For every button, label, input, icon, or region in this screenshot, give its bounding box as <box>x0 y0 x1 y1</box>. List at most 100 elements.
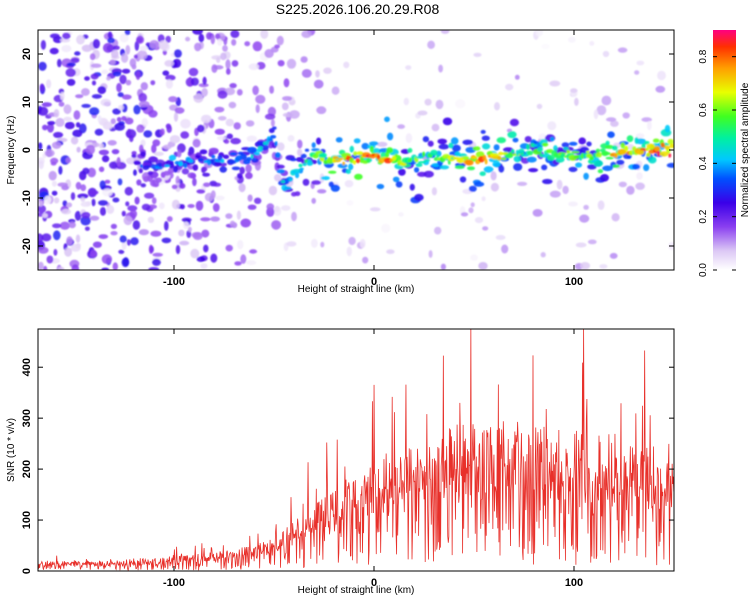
spectrogram-ridge-cell <box>356 151 364 156</box>
spectrogram-ridge-cell <box>575 162 583 168</box>
spectrogram-ridge-cell <box>566 149 571 154</box>
spectrogram-cell <box>53 230 61 241</box>
spectrogram-cell <box>175 175 180 186</box>
spectrogram-cell <box>136 124 145 133</box>
spectrogram-ridge-cell <box>459 176 467 183</box>
spectrogram-cell <box>60 91 65 101</box>
spectrogram-ridge-cell <box>147 171 154 176</box>
spectrogram-cell <box>38 246 49 254</box>
spectrogram-cell <box>165 35 171 43</box>
spectrogram-cell <box>38 160 44 170</box>
spectrogram-ridge-cell <box>416 156 425 159</box>
snr-y-tick-label: 100 <box>21 511 33 529</box>
spectrogram-cell <box>346 246 352 257</box>
spectrogram-cell <box>386 249 395 254</box>
spectrogram-cell <box>98 200 108 206</box>
spectrogram-cell <box>90 73 99 80</box>
spectrogram-cell <box>117 178 123 186</box>
spectrogram-cell <box>225 244 233 252</box>
spectrogram-cell <box>124 117 134 125</box>
spectrogram-cell <box>92 39 100 49</box>
spectrogram-ridge-cell <box>318 152 327 158</box>
spectrogram-cell <box>200 114 212 124</box>
spectrogram-cell <box>101 155 110 163</box>
spectrogram-ridge-cell <box>666 162 674 168</box>
spectrogram-ridge-cell <box>274 141 278 147</box>
spectrogram-cell <box>344 180 354 188</box>
spectrogram-ridge-cell <box>570 151 580 154</box>
spectrogram-cell <box>97 115 102 123</box>
spectrogram-cell <box>481 196 486 202</box>
colorbar-tick-label: 0.4 <box>698 156 709 170</box>
spectrogram-ridge-cell <box>384 116 390 123</box>
spectrogram-cell <box>130 237 139 246</box>
spectrogram-cell <box>90 249 97 258</box>
spectrogram-cell <box>187 76 193 87</box>
spectrogram-cell <box>635 133 645 139</box>
spectrogram-cell <box>65 157 72 164</box>
spectrogram-ridge-cell <box>328 170 337 174</box>
spectrogram-cell <box>164 60 175 67</box>
spectrogram-cell <box>66 62 76 67</box>
spectrogram-cell <box>201 229 210 238</box>
spectrogram-cell <box>316 106 327 115</box>
spectrogram-ridge-cell <box>414 193 424 202</box>
spectrogram-cell <box>549 190 561 198</box>
spectrogram-cell <box>119 235 127 243</box>
spectrogram-cell <box>168 96 178 103</box>
spectrogram-cell <box>225 118 234 127</box>
spectrogram-cell <box>179 240 190 246</box>
spectrogram-cell <box>547 121 557 131</box>
spectrogram-ridge-cell <box>409 183 415 191</box>
spectrogram-ridge-cell <box>407 158 413 163</box>
spectrogram-cell <box>431 123 440 132</box>
spectrogram-cell <box>212 182 222 187</box>
spectrogram-cell <box>119 74 127 85</box>
spectrogram-cell <box>89 215 100 221</box>
spectrogram-ridge-cell <box>195 154 201 159</box>
spectrogram-cell <box>185 36 191 42</box>
spectrogram-cell <box>217 90 228 99</box>
spectrogram-cell <box>41 233 52 242</box>
spectrogram-ridge-cell <box>292 168 301 173</box>
spectrogram-cell <box>173 49 182 58</box>
spectrogram-ridge-cell <box>158 164 162 168</box>
spectrogram-cell <box>62 200 68 207</box>
spectrogram-cell <box>178 229 185 237</box>
spectrogram-cell <box>75 122 81 128</box>
spectrogram-cell <box>138 229 149 236</box>
spectrogram-cell <box>626 185 635 195</box>
spectrogram-ridge-cell <box>302 178 310 186</box>
snr-x-axis-label: Height of straight line (km) <box>298 585 415 596</box>
snr-y-tick-label: 200 <box>21 460 33 478</box>
spectrogram-ridge-cell <box>644 141 650 145</box>
spectrogram-ridge-cell <box>669 143 674 149</box>
spectrogram-ridge-cell <box>307 159 312 166</box>
spectrogram-cell <box>236 89 243 96</box>
spectrogram-cell <box>121 240 127 250</box>
spectrogram-ridge-cell <box>168 154 177 161</box>
spectrogram-ridge-cell <box>512 137 519 143</box>
spectrogram-cell <box>225 59 231 70</box>
spectrogram-cell <box>517 181 528 186</box>
spectrogram-cell <box>397 124 405 129</box>
spectrogram-cell <box>248 63 260 70</box>
spectrogram-ridge-cell <box>553 145 558 152</box>
spectrogram-ridge-cell <box>531 144 538 147</box>
spectrogram-cell <box>38 205 46 213</box>
spectrogram-ridge-cell <box>145 165 152 168</box>
spectrogram-cell <box>238 183 246 193</box>
spectrogram-cell <box>270 119 275 127</box>
spectrogram-ridge-cell <box>550 136 555 142</box>
spectrogram-ridge-cell <box>345 169 351 174</box>
spectrogram-cell <box>80 197 86 202</box>
spectrogram-cell <box>622 112 630 119</box>
spectrogram-cell <box>76 34 85 45</box>
spectrogram-ridge-cell <box>253 157 257 161</box>
spectrogram-cell <box>98 166 105 173</box>
spectrogram-cell <box>495 235 506 240</box>
spectrogram-cell <box>101 267 109 270</box>
spectrogram-cell <box>231 39 237 46</box>
spectrogram-cell <box>125 45 131 55</box>
spectrogram-x-tick-label: 0 <box>371 276 377 288</box>
